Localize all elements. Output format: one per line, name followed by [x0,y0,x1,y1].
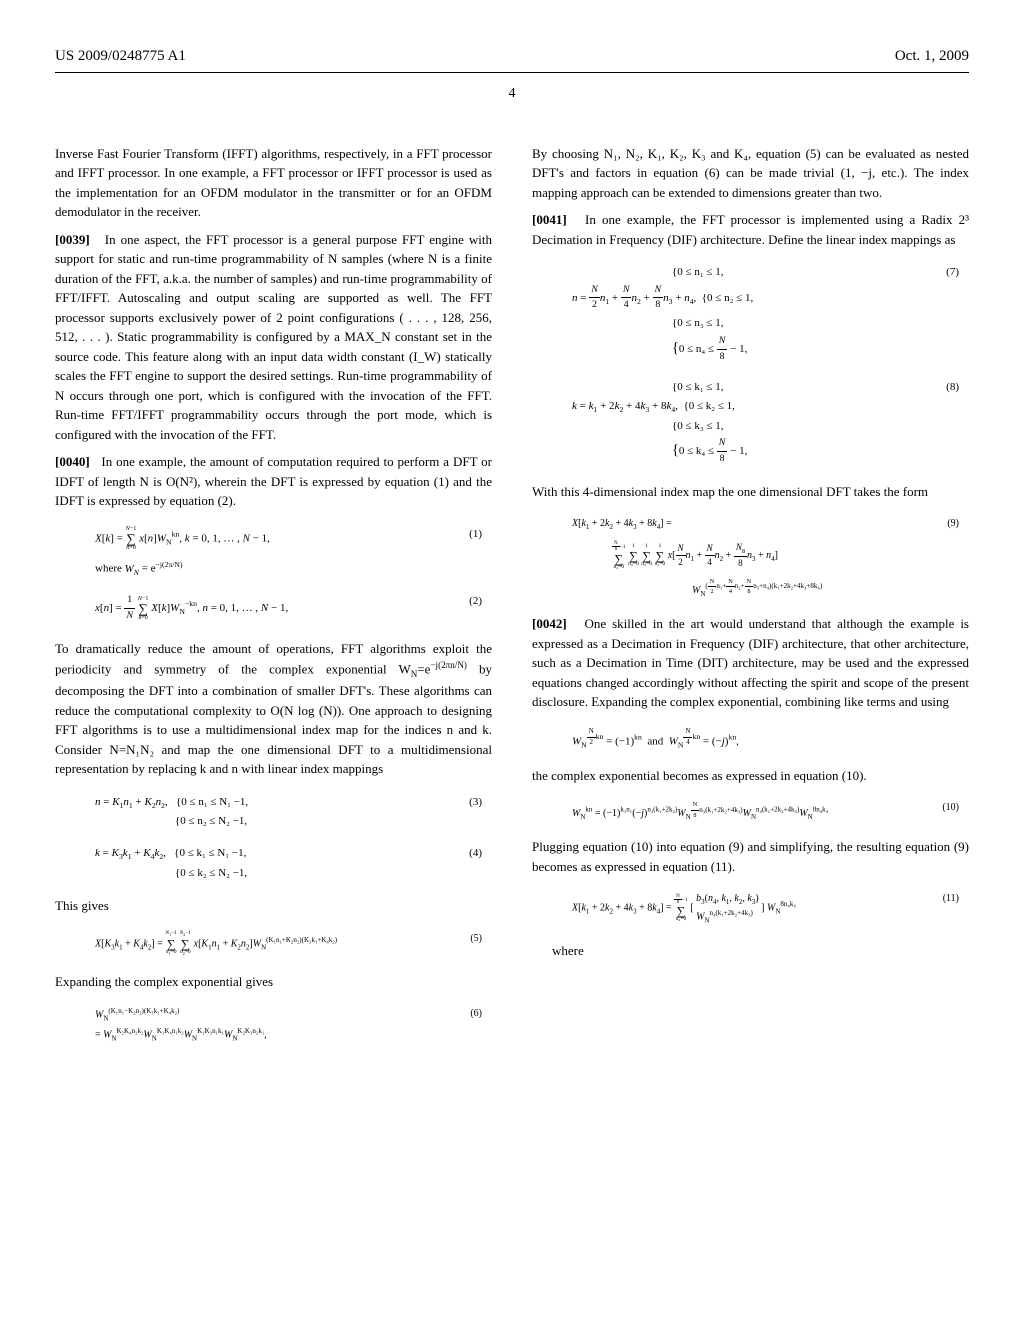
paragraph: [0041] In one example, the FFT processor… [532,210,969,249]
equation-intermediate: WNN2kn = (−1)kn and WNN4kn = (−j)kn, [532,727,969,751]
equation-3: (3) n = K1n1 + K2n2, {0 ≤ n₁ ≤ N₁ −1, {0… [55,794,492,830]
paragraph: [0039] In one aspect, the FFT processor … [55,230,492,445]
paragraph: To dramatically reduce the amount of ope… [55,639,492,779]
paragraph: With this 4-dimensional index map the on… [532,482,969,502]
equation-7: (7) {0 ≤ n₁ ≤ 1, n = N2n1 + N4n2 + N8n3 … [532,264,969,364]
paragraph: Expanding the complex exponential gives [55,972,492,992]
paragraph: Plugging equation (10) into equation (9)… [532,837,969,876]
publication-date: Oct. 1, 2009 [895,45,969,68]
equation-2: (2) x[n] = 1N N−1∑k=0 X[k]WN−kn, n = 0, … [55,593,492,624]
column-right: By choosing N₁, N₂, K₁, K₂, K₃ and K₄, e… [532,144,969,1059]
paragraph: This gives [55,896,492,916]
page-header: US 2009/0248775 A1 Oct. 1, 2009 [55,45,969,73]
equation-8: (8) {0 ≤ k₁ ≤ 1, k = k1 + 2k2 + 4k3 + 8k… [532,379,969,466]
publication-number: US 2009/0248775 A1 [55,45,186,68]
page-number: 4 [55,83,969,104]
content-columns: Inverse Fast Fourier Transform (IFFT) al… [55,144,969,1059]
paragraph: [0040] In one example, the amount of com… [55,452,492,511]
equation-11: (11) X[k1 + 2k2 + 4k3 + 8k4] = N8−1∑n₄=0… [532,891,969,925]
paragraph: Inverse Fast Fourier Transform (IFFT) al… [55,144,492,222]
equation-4: (4) k = K3k1 + K4k2, {0 ≤ k₁ ≤ N₁ −1, {0… [55,845,492,881]
equation-1: (1) X[k] = N−1∑n=0 x[n]WNkn, k = 0, 1, …… [55,526,492,579]
equation-10: (10) WNkn = (−1)k₁n₁(−j)n₂(k₁+2k₂)WNN8n₃… [532,800,969,822]
paragraph: By choosing N₁, N₂, K₁, K₂, K₃ and K₄, e… [532,144,969,203]
paragraph: [0042] One skilled in the art would unde… [532,614,969,712]
equation-9: (9) X[k1 + 2k2 + 4k3 + 8k4] = N8−1∑n₄=0 … [532,516,969,599]
paragraph: the complex exponential becomes as expre… [532,766,969,786]
equation-5: (5) X[K3k1 + K4k2] = N1−1∑n1=0 N2−1∑n2=0… [55,931,492,957]
column-left: Inverse Fast Fourier Transform (IFFT) al… [55,144,492,1059]
equation-6: (6) WN(K₁n₁−K₂n₂)(K₃k₁+K₄k₂) = WNK₂K₄n₂k… [55,1006,492,1044]
paragraph: where [532,941,969,961]
